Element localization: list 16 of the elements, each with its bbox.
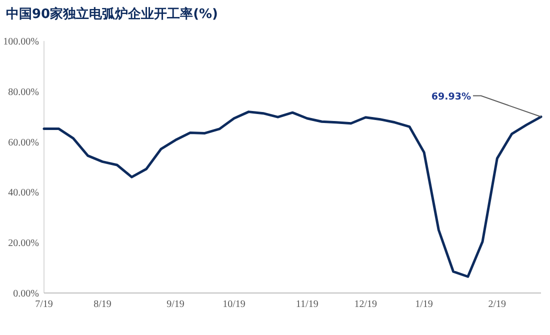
xtick: 11/19 <box>296 299 318 310</box>
ytick: 0.00% <box>13 288 39 300</box>
title: 中国90家独立电弧炉企业开工率(%) <box>6 7 218 22</box>
xtick: 12/19 <box>354 299 377 310</box>
xtick: 7/19 <box>35 299 53 310</box>
xtick: 9/19 <box>166 299 184 310</box>
value-label: 69.93% <box>431 91 471 102</box>
ytick: 20.00% <box>8 238 39 250</box>
xtick: 1/19 <box>415 299 433 310</box>
ytick: 80.00% <box>8 86 39 98</box>
ytick: 60.00% <box>8 137 39 148</box>
xtick: 10/19 <box>222 299 246 310</box>
xtick: 2/19 <box>488 299 506 310</box>
xtick: 8/19 <box>94 299 112 310</box>
ytick: 40.00% <box>8 188 39 199</box>
ytick: 100.00% <box>3 36 39 48</box>
